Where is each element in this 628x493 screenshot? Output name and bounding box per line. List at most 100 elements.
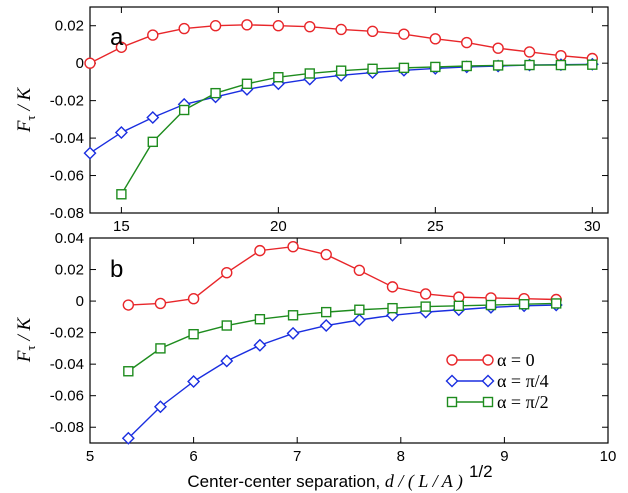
panel-b-ytick-label: 0	[76, 293, 84, 310]
legend-marker-right-1	[481, 374, 495, 388]
panel-a-series-0-point	[304, 20, 316, 33]
panel-a-series-0-point	[115, 41, 128, 53]
panel-a-series-2-point	[398, 62, 410, 74]
panel-b-series-0-point	[221, 266, 233, 279]
panel-b-series-1-point	[220, 354, 234, 368]
legend-label-0: α = 0	[497, 350, 535, 370]
panel-b-series-2-point	[287, 310, 299, 321]
panel-b-series-0-point	[154, 297, 167, 310]
panel-b-series-1-point	[187, 375, 201, 388]
panel-b-series-line-1	[127, 304, 557, 439]
panel-b-letter: b	[110, 256, 123, 283]
x-axis-label: Center-center separation, d / ( L / A ) 1…	[187, 462, 492, 492]
panel-a-series-2-point	[178, 104, 190, 116]
panel-b-ytick-label: -0.08	[50, 419, 84, 436]
legend-marker-left-0	[446, 354, 458, 366]
panel-a-series-0-point	[272, 20, 285, 32]
panel-b-series-2-point	[354, 304, 365, 315]
panel-b-series-2-point	[188, 328, 199, 340]
panel-b-series-0-point	[287, 240, 299, 253]
panel-a-series-2-point	[241, 78, 253, 89]
panel-b-ticks: 5 6 7 8 9 10 0.04 0.02 0 -0.02 -0.04 -0.06 -0.08	[50, 230, 617, 465]
panel-a-xtick-label: 30	[584, 218, 601, 235]
panel-a-series-1-point	[114, 125, 128, 139]
legend-label-2: α = π/2	[497, 392, 549, 412]
panel-a-ytick-label: -0.06	[50, 168, 84, 185]
panel-b-ytick-label: 0.02	[55, 262, 84, 279]
panel-b-ytick-label: -0.04	[50, 356, 84, 373]
panel-a-xtick-label: 25	[427, 218, 444, 235]
panel-b-series-0-point	[386, 281, 399, 293]
panel-b-series-0-point	[122, 299, 135, 311]
panel-b-xtick-label: 9	[500, 448, 508, 465]
legend-marker-left-1	[445, 374, 459, 388]
panel-b-series-2-point	[453, 300, 465, 312]
panel-b-chart: 5 6 7 8 9 10 0.04 0.02 0 -0.02 -0.04 -0.06 -0.08 b F…	[14, 230, 616, 492]
panel-a-series-0-point	[209, 20, 222, 32]
panel-a-series-2-point	[430, 61, 441, 73]
legend-marker-right-0	[482, 354, 494, 366]
panel-b-xtick-label: 6	[189, 448, 197, 465]
panel-a-series-0-point	[84, 57, 96, 69]
panel-a-ylabel: Fτ / K	[14, 87, 38, 134]
legend-label-1: α = π/4	[497, 371, 549, 391]
panel-a-series-line-2	[120, 63, 593, 195]
panel-a-xtick-label: 15	[113, 218, 130, 235]
panel-b-series-2-point	[387, 302, 398, 314]
panel-a-series-0-point	[461, 36, 473, 49]
panel-a-ytick-label: 0.02	[55, 18, 84, 35]
panel-a-letter: a	[110, 24, 124, 51]
panel-a-series-2-point	[461, 60, 472, 72]
panel-a-series-0-point	[241, 19, 253, 31]
panel-b-series-2-point	[123, 366, 134, 377]
panel-b-series-0-point	[320, 248, 332, 261]
legend-marker-left-2	[446, 396, 458, 408]
panel-b-series-2-point	[420, 301, 431, 312]
panel-a-ytick-label: -0.02	[50, 93, 84, 110]
panel-b-series	[121, 240, 563, 445]
panel-b-ytick-label: -0.02	[50, 325, 84, 342]
panel-b-series-2-point	[518, 299, 530, 310]
panel-b-series-0-point	[187, 293, 200, 305]
panel-b-series-2-point	[155, 343, 166, 354]
panel-b-xtick-label: 7	[293, 448, 301, 465]
panel-b-series-1-point	[319, 319, 333, 333]
panel-a-ytick-label: -0.04	[50, 130, 84, 147]
panel-a-series-0-point	[147, 29, 159, 41]
panel-a-ytick-label: -0.08	[50, 205, 84, 222]
panel-b-xtick-label: 8	[397, 448, 405, 465]
panel-b-series-2-point	[254, 314, 266, 325]
panel-b-series-2-point	[221, 320, 232, 331]
panel-a-series-2-point	[555, 59, 567, 71]
panel-a-series-1-point	[83, 146, 97, 160]
panel-a-series-2-point	[367, 63, 378, 75]
legend-marker-right-2	[482, 396, 494, 408]
panel-b-series-2-point	[321, 306, 332, 318]
panel-a-series-2-point	[147, 136, 158, 148]
panel-a-series-2-point	[492, 60, 504, 71]
panel-b-series-2-point	[551, 298, 562, 309]
panel-b-series-2-point	[485, 299, 497, 311]
panel-a-ticks: 15 20 25 30 0.02 0 -0.02 -0.04 -0.06 -0.08	[50, 7, 608, 235]
panel-a-series-0-point	[335, 23, 347, 36]
panel-b-series-line-2	[127, 302, 557, 372]
panel-b-series-0-point	[353, 264, 366, 277]
panel-a-series-2-point	[587, 59, 598, 70]
panel-b-series-1-point	[253, 338, 267, 352]
panel-a-series-0-point	[492, 42, 504, 54]
panel-a-series-2-point	[304, 68, 315, 79]
panel-a-series-0-point	[523, 46, 536, 58]
panel-a-series-0-point	[178, 22, 190, 35]
panel-a-series-0-point	[398, 28, 410, 40]
panel-b-series-1-point	[153, 400, 167, 414]
panel-b-ytick-label: 0.04	[55, 230, 84, 247]
panel-a-series-0-point	[366, 25, 379, 38]
panel-b-series-0-point	[254, 244, 266, 257]
panel-a-series-1-point	[146, 111, 160, 124]
panel-b-series-1-point	[286, 326, 300, 340]
panel-a-series	[83, 19, 599, 200]
panel-b-xtick-label: 5	[86, 448, 94, 465]
panel-a-series-0-point	[429, 33, 442, 45]
panel-b-axes-frame	[89, 237, 609, 444]
